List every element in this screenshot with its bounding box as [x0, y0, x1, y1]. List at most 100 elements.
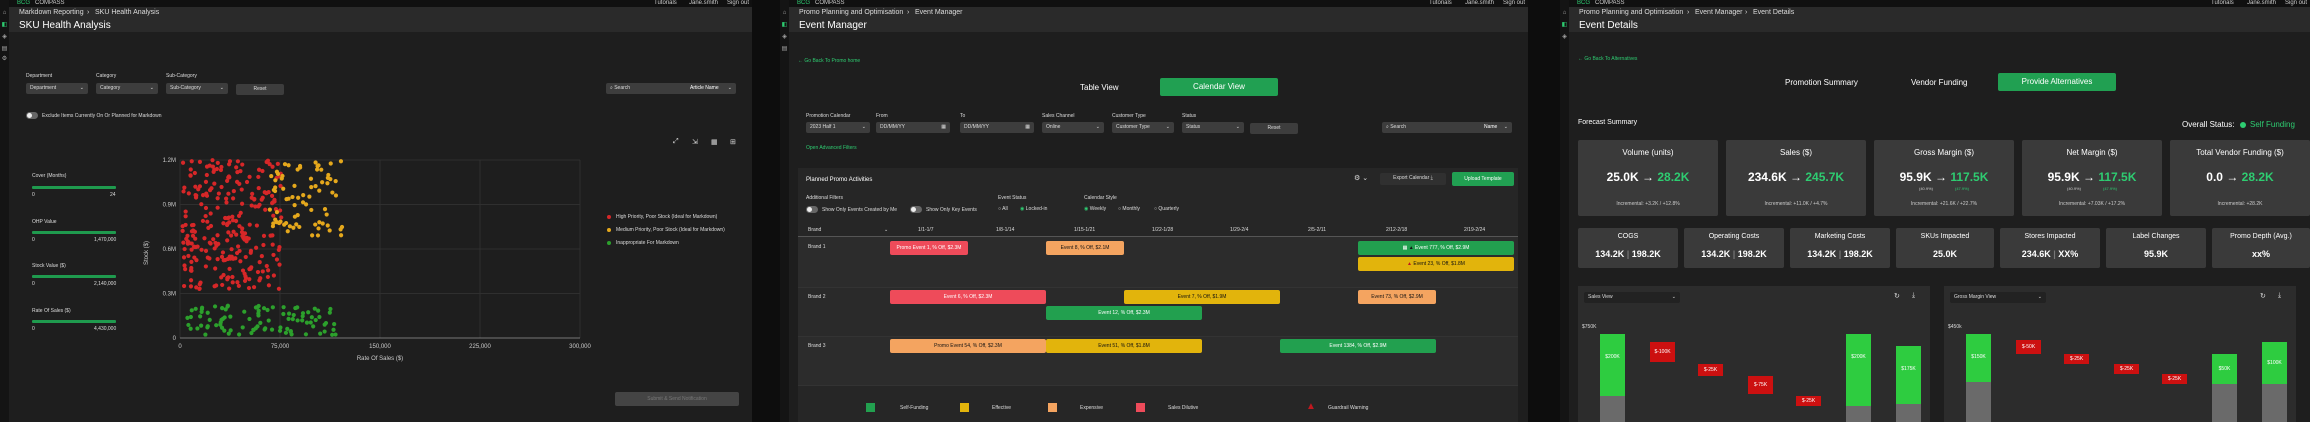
scatter-point[interactable] [215, 257, 220, 262]
scatter-point[interactable] [185, 315, 190, 321]
scatter-point[interactable] [188, 268, 194, 273]
breadcrumb-item[interactable]: Event Manager [1695, 9, 1743, 16]
scatter-point[interactable] [313, 160, 318, 165]
scatter-point[interactable] [313, 184, 318, 189]
scatter-point[interactable] [224, 200, 229, 205]
scatter-point[interactable] [182, 263, 187, 268]
scatter-point[interactable] [278, 183, 283, 189]
scatter-point[interactable] [328, 306, 333, 312]
scatter-point[interactable] [266, 318, 271, 323]
scatter-point[interactable] [220, 250, 226, 255]
scatter-point[interactable] [296, 195, 301, 200]
scatter-point[interactable] [227, 266, 232, 271]
scatter-point[interactable] [205, 219, 210, 224]
scatter-point[interactable] [208, 241, 213, 246]
scatter-point[interactable] [199, 305, 205, 310]
scatter-point[interactable] [314, 167, 320, 172]
scatter-point[interactable] [240, 268, 246, 273]
scatter-point[interactable] [184, 236, 189, 241]
scatter-point[interactable] [222, 315, 227, 320]
scatter-point[interactable] [325, 175, 330, 180]
scatter-point[interactable] [237, 181, 242, 186]
scatter-point[interactable] [226, 331, 231, 336]
scatter-point[interactable] [244, 235, 249, 240]
scatter-point[interactable] [303, 332, 309, 337]
scatter-point[interactable] [229, 247, 234, 252]
scatter-point[interactable] [278, 325, 283, 330]
tab-table-view[interactable]: Table View [1080, 83, 1119, 92]
scatter-point[interactable] [254, 245, 259, 250]
scatter-point[interactable] [189, 259, 194, 264]
scatter-point[interactable] [267, 207, 272, 212]
scatter-point[interactable] [234, 232, 239, 237]
department-select[interactable]: Department ⌄ [26, 83, 88, 94]
scatter-point[interactable] [307, 194, 312, 199]
customer-type-select[interactable]: Customer Type ⌄ [1112, 122, 1174, 133]
scatter-point[interactable] [181, 255, 187, 260]
scatter-point[interactable] [244, 179, 250, 185]
breadcrumb-item[interactable]: Promo Planning and Optimisation [799, 9, 904, 16]
scatter-point[interactable] [325, 223, 330, 228]
scatter-point[interactable] [249, 203, 254, 208]
promotion-calendar-select[interactable]: 2023 Half 1 ⌄ [806, 122, 870, 133]
scatter-point[interactable] [322, 207, 328, 212]
tag-icon[interactable]: ◈ [1562, 34, 1567, 40]
breadcrumb-item[interactable]: SKU Health Analysis [95, 9, 160, 16]
scatter-point[interactable] [180, 160, 186, 165]
scatter-point[interactable] [222, 328, 227, 333]
event-bar[interactable]: Event 8, % Off, $2.1M [1046, 241, 1124, 255]
scatter-point[interactable] [227, 220, 232, 225]
scatter-point[interactable] [230, 280, 235, 285]
scatter-point[interactable] [225, 216, 230, 221]
breadcrumb-item[interactable]: Promo Planning and Optimisation [1579, 9, 1684, 16]
breadcrumb-item[interactable]: Markdown Reporting [19, 9, 84, 16]
scatter-point[interactable] [256, 308, 261, 313]
scatter-point[interactable] [308, 176, 314, 181]
scatter-point[interactable] [291, 312, 296, 318]
scatter-point[interactable] [202, 236, 207, 241]
scatter-point[interactable] [235, 280, 240, 285]
scatter-point[interactable] [269, 327, 275, 332]
event-bar[interactable]: Event 51, % Off, $1.8M [1046, 339, 1202, 353]
scatter-point[interactable] [290, 317, 295, 322]
scatter-point[interactable] [239, 201, 245, 206]
scatter-point[interactable] [238, 210, 243, 215]
scatter-point[interactable] [183, 214, 188, 219]
scatter-point[interactable] [228, 328, 233, 333]
scatter-point[interactable] [213, 266, 218, 271]
scatter-point[interactable] [197, 159, 203, 164]
scatter-point[interactable] [240, 162, 245, 167]
scatter-point[interactable] [277, 328, 283, 333]
sales-channel-select[interactable]: Online ⌄ [1042, 122, 1104, 133]
scatter-point[interactable] [230, 218, 236, 223]
scatter-point[interactable] [281, 305, 286, 310]
scatter-point[interactable] [313, 317, 318, 323]
scatter-point[interactable] [189, 223, 195, 228]
scatter-point[interactable] [224, 196, 229, 201]
chart-icon[interactable]: ◧ [781, 22, 788, 28]
zoom-icon[interactable]: ⤢ [673, 138, 679, 145]
scatter-point[interactable] [261, 233, 267, 238]
scatter-point[interactable] [188, 314, 193, 320]
scatter-point[interactable] [203, 213, 208, 219]
scatter-point[interactable] [251, 285, 257, 290]
scatter-point[interactable] [338, 159, 344, 164]
scatter-point[interactable] [274, 219, 279, 225]
scatter-point[interactable] [261, 242, 266, 248]
event-bar[interactable]: ▲ Event 23, % Off, $1.8M [1358, 257, 1514, 271]
scatter-point[interactable] [294, 222, 299, 227]
scatter-point[interactable] [275, 171, 281, 176]
scatter-point[interactable] [194, 285, 199, 290]
scatter-point[interactable] [198, 314, 203, 319]
scatter-point[interactable] [197, 282, 202, 287]
scatter-point[interactable] [250, 191, 255, 197]
scatter-point[interactable] [189, 229, 195, 234]
scatter-point[interactable] [199, 202, 204, 207]
scatter-point[interactable] [319, 167, 324, 172]
scatter-point[interactable] [254, 223, 259, 228]
scatter-point[interactable] [246, 285, 252, 291]
scatter-point[interactable] [219, 275, 224, 280]
scatter-point[interactable] [230, 196, 236, 201]
tag-icon[interactable]: ◈ [2, 34, 7, 40]
scatter-point[interactable] [211, 237, 216, 242]
